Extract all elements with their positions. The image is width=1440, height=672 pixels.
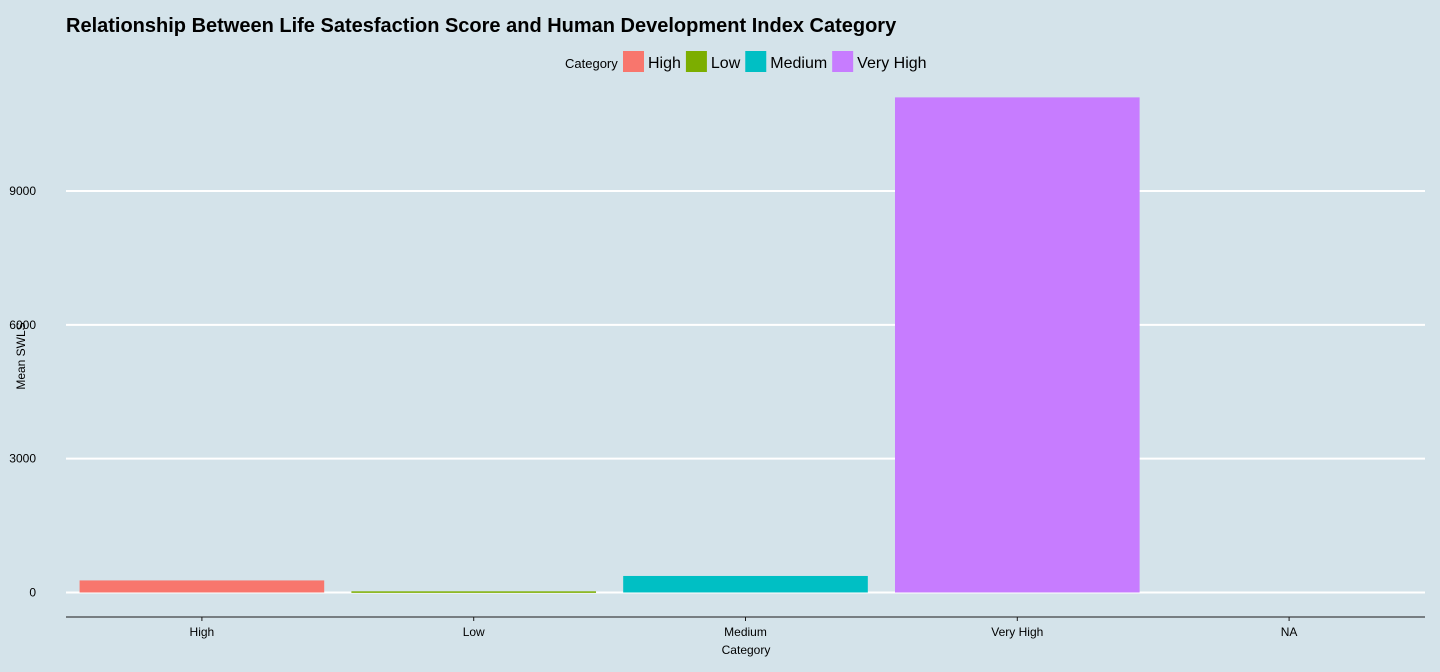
legend-swatch	[685, 51, 707, 72]
y-tick-label: 6000	[9, 318, 36, 332]
x-tick-label: High	[190, 625, 215, 639]
x-tick-label: Low	[463, 625, 485, 639]
bar-medium	[623, 575, 868, 593]
x-tick-label: NA	[1281, 625, 1298, 639]
legend-title: Category	[565, 56, 618, 71]
legend-label: Low	[711, 55, 741, 72]
x-axis: High Low Medium Very High NA	[66, 616, 1425, 639]
bar-very-high	[894, 97, 1140, 593]
gridlines	[66, 190, 1425, 594]
chart-title: Relationship Between Life Satesfaction S…	[66, 15, 897, 37]
y-tick-label: 3000	[9, 452, 36, 466]
legend-label: Medium	[770, 55, 827, 72]
legend-swatch	[623, 51, 644, 72]
bar-low	[351, 591, 597, 593]
x-tick-label: Medium	[724, 625, 767, 639]
y-axis: 0 3000 6000 9000	[9, 184, 36, 599]
y-tick-label: 9000	[9, 184, 36, 198]
bars	[79, 97, 1140, 593]
legend-swatch	[745, 51, 767, 72]
y-tick-label: 0	[29, 585, 36, 599]
legend-label: Very High	[857, 55, 926, 72]
x-axis-title: Category	[722, 643, 771, 657]
legend-swatch	[832, 51, 854, 72]
legend-label: High	[648, 55, 681, 72]
y-axis-title: Mean SWLS	[14, 322, 28, 389]
x-tick-label: Very High	[991, 625, 1043, 639]
legend: Category High Low Medium Very High	[565, 51, 927, 72]
bar-high	[79, 580, 325, 593]
